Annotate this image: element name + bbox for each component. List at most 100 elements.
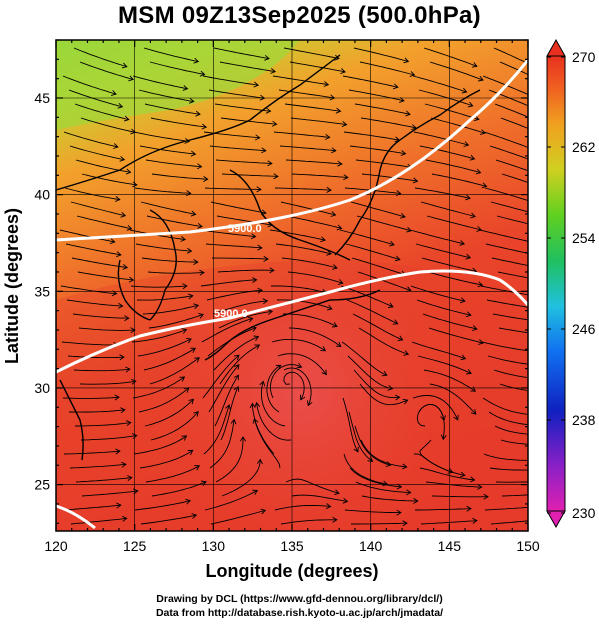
streamline (494, 103, 528, 118)
contour-line-sw (56, 504, 96, 530)
streamline (278, 89, 335, 99)
streamline (486, 299, 528, 308)
streamline (280, 201, 336, 216)
streamline (357, 271, 411, 291)
streamline (410, 285, 466, 302)
streamline (143, 347, 196, 371)
streamline-arrow (247, 316, 254, 323)
streamline (138, 89, 194, 102)
streamline (498, 327, 528, 334)
height-contours (56, 59, 528, 530)
streamline (419, 145, 475, 160)
streamline (253, 418, 281, 469)
streamline (350, 201, 406, 218)
streamline-arrow (184, 137, 191, 144)
streamline (429, 61, 484, 81)
streamline (147, 271, 205, 274)
colorbar-tick-label: 262 (572, 139, 596, 155)
streamline-arrow (326, 186, 332, 193)
streamline-arrow (440, 434, 447, 441)
streamline-arrow (267, 160, 273, 167)
streamline-arrow (387, 384, 394, 391)
streamline (413, 131, 469, 146)
streamline-arrow (413, 497, 419, 504)
streamline (151, 481, 207, 497)
streamline (219, 61, 276, 73)
streamline (482, 397, 528, 415)
streamline (272, 75, 329, 86)
streamline-arrow (472, 325, 478, 332)
streamline-arrow (481, 182, 488, 189)
streamline-arrow (269, 267, 275, 274)
streamline (211, 257, 269, 260)
streamline-arrow (125, 168, 132, 175)
streamline-arrow (267, 308, 274, 315)
streamline-arrow (477, 281, 484, 288)
streamline (221, 459, 261, 497)
streamline (492, 313, 528, 321)
streamline-arrow (116, 502, 122, 509)
streamline-arrow (186, 247, 193, 254)
streamline (150, 117, 207, 128)
streamline-arrow (530, 93, 535, 98)
streamline (499, 61, 528, 75)
streamline-arrow (262, 298, 269, 305)
colorbar-tick-label: 230 (572, 505, 596, 521)
streamline-arrow (252, 489, 259, 495)
streamline-arrow (230, 418, 237, 425)
streamline-arrow (531, 412, 536, 417)
streamline-arrow (128, 75, 135, 82)
streamline-arrow (477, 339, 484, 345)
streamline-arrow (402, 398, 409, 405)
streamline-arrow (190, 347, 197, 353)
streamline (424, 103, 479, 120)
streamline-arrow (256, 458, 263, 465)
streamline-arrow (406, 226, 412, 233)
streamline-arrow (538, 161, 543, 166)
streamline (139, 450, 193, 469)
streamline (496, 215, 528, 225)
streamline-arrow (326, 304, 333, 311)
page-title: MSM 09Z13Sep2025 (500.0hPa) (118, 2, 481, 29)
streamline-arrow (254, 344, 261, 350)
streamline-arrow (459, 297, 466, 304)
streamline (484, 506, 528, 511)
streamline (271, 285, 327, 294)
streamline-arrow (320, 346, 327, 352)
streamline (73, 368, 130, 372)
streamline (431, 173, 487, 187)
streamline (412, 75, 467, 93)
streamline (343, 453, 388, 485)
streamline (67, 355, 124, 359)
colorbar-top-arrow (546, 38, 566, 57)
streamline-arrow (409, 71, 416, 77)
streamline-arrow (367, 456, 374, 462)
streamline (289, 61, 346, 73)
streamline-arrow (332, 516, 338, 523)
contour-line-north (56, 59, 528, 242)
streamline-arrow (225, 404, 231, 410)
streamline (136, 295, 193, 301)
streamline (209, 419, 235, 469)
streamline (493, 369, 528, 379)
streamline-arrow (483, 493, 489, 500)
streamline (75, 422, 131, 427)
streamline (274, 187, 332, 191)
contour-labels: 5900.0 5900.0 (214, 223, 262, 320)
streamline (256, 402, 292, 441)
streamline (203, 404, 230, 455)
streamline-arrow (385, 461, 392, 467)
streamline (71, 257, 128, 269)
streamline-arrow (187, 449, 194, 456)
x-tick-label: 135 (280, 538, 304, 554)
streamline (217, 269, 274, 273)
streamline (131, 329, 187, 343)
streamline (360, 117, 417, 129)
streamline (346, 299, 398, 325)
streamline (354, 425, 391, 466)
streamline-arrow (199, 269, 205, 276)
streamline (63, 131, 119, 148)
streamline-arrow (115, 448, 121, 455)
streamline-arrow (306, 400, 313, 407)
streamline-arrow (336, 224, 343, 231)
